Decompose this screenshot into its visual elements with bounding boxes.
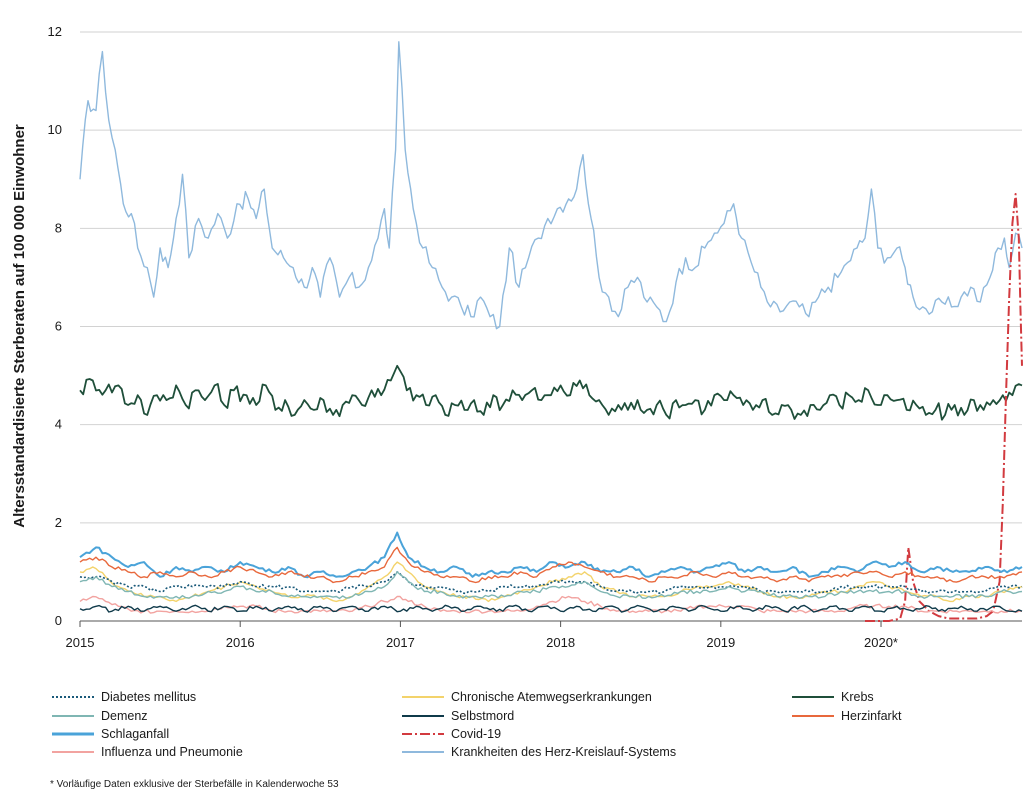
x-tick-label: 2017 [386,635,415,650]
series-line [79,364,1023,421]
legend-label: Selbstmord [451,709,514,723]
legend-label: Krankheiten des Herz-Kreislauf-Systems [451,745,676,759]
series-lines [79,41,1023,622]
y-axis: 0 2 4 6 8 10 12 [48,24,62,628]
x-tick-label: 2015 [66,635,95,650]
y-tick-label: 12 [48,24,62,39]
legend-label: Influenza und Pneumonie [101,745,243,759]
legend-label: Chronische Atemwegserkrankungen [451,690,652,704]
y-tick-label: 0 [55,613,62,628]
y-tick-label: 4 [55,417,62,432]
series-line [79,595,1022,614]
legend: Diabetes mellitus Demenz Schlaganfall Influ… [52,690,902,759]
legend-label: Demenz [101,709,148,723]
y-axis-label: Altersstandardisierte Sterberaten auf 10… [11,124,28,528]
x-axis: 2015 2016 2017 2018 2019 2020* [66,621,898,650]
y-tick-label: 6 [55,319,62,334]
series-line [79,546,1023,584]
legend-label: Krebs [841,690,874,704]
series-line [79,571,1023,600]
series-line [79,604,1023,613]
y-tick-label: 10 [48,122,62,137]
y-tick-label: 8 [55,220,62,235]
x-tick-label: 2019 [706,635,735,650]
legend-label: Schlaganfall [101,727,169,741]
legend-label: Covid-19 [451,727,501,741]
footnote: * Vorläufige Daten exklusive der Sterbef… [50,779,339,790]
legend-label: Herzinfarkt [841,709,902,723]
x-tick-label: 2018 [546,635,575,650]
x-tick-label: 2020* [864,635,898,650]
series-line [79,571,1023,595]
x-tick-label: 2016 [226,635,255,650]
legend-label: Diabetes mellitus [101,690,196,704]
series-line [79,41,1023,330]
series-line [79,531,1023,579]
gridlines [80,31,1022,622]
y-tick-label: 2 [55,515,62,530]
series-line [865,193,1023,622]
